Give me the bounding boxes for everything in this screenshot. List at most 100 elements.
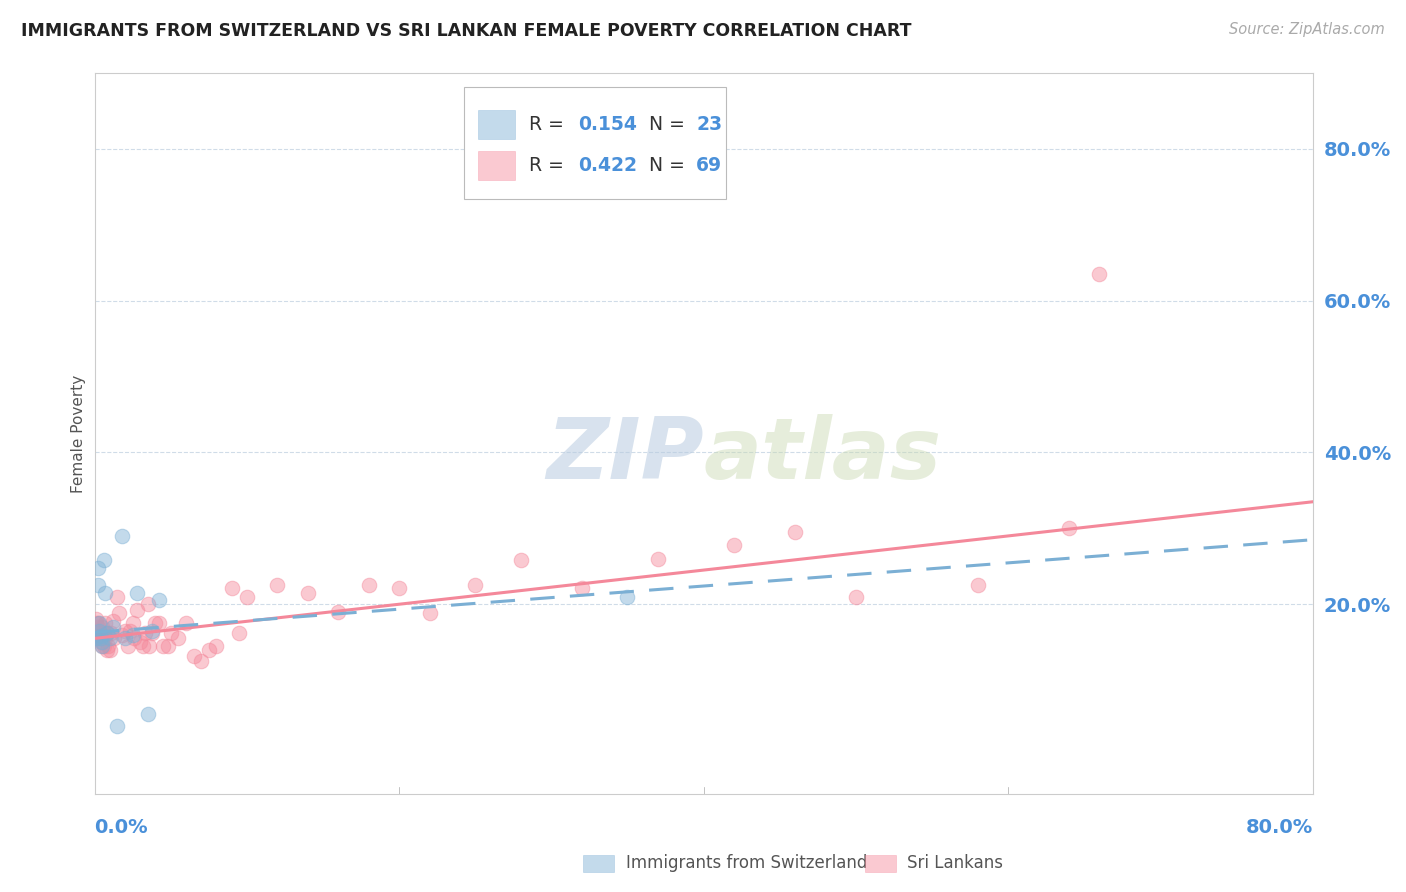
Point bbox=[84, 616, 107, 631]
Point bbox=[94, 632, 117, 646]
Point bbox=[190, 654, 212, 668]
FancyBboxPatch shape bbox=[478, 111, 515, 139]
Point bbox=[84, 624, 107, 638]
Point bbox=[89, 624, 111, 638]
Point bbox=[1088, 267, 1111, 281]
Point bbox=[107, 719, 129, 733]
Point bbox=[90, 627, 112, 641]
Point bbox=[111, 529, 134, 543]
Point bbox=[121, 616, 143, 631]
Point bbox=[114, 632, 136, 646]
Point bbox=[156, 639, 179, 653]
Point bbox=[145, 616, 167, 631]
Point bbox=[86, 620, 108, 634]
Point bbox=[94, 616, 117, 631]
Text: Immigrants from Switzerland: Immigrants from Switzerland bbox=[626, 855, 868, 872]
Text: 0.0%: 0.0% bbox=[94, 818, 148, 837]
Text: N =: N = bbox=[637, 115, 690, 135]
Point bbox=[388, 581, 411, 595]
Text: IMMIGRANTS FROM SWITZERLAND VS SRI LANKAN FEMALE POVERTY CORRELATION CHART: IMMIGRANTS FROM SWITZERLAND VS SRI LANKA… bbox=[21, 22, 911, 40]
Text: 80.0%: 80.0% bbox=[1246, 818, 1313, 837]
Point bbox=[94, 586, 117, 600]
Point bbox=[723, 538, 745, 552]
Point bbox=[419, 607, 441, 621]
Point bbox=[127, 586, 149, 600]
Text: R =: R = bbox=[530, 115, 571, 135]
Point bbox=[86, 616, 108, 631]
Point bbox=[966, 578, 988, 592]
Point bbox=[108, 607, 131, 621]
Point bbox=[121, 627, 143, 641]
Point bbox=[509, 553, 531, 567]
Point bbox=[93, 553, 115, 567]
Point bbox=[571, 581, 593, 595]
Y-axis label: Female Poverty: Female Poverty bbox=[72, 375, 86, 492]
Point bbox=[101, 620, 124, 634]
Point bbox=[90, 629, 112, 643]
Text: 69: 69 bbox=[696, 156, 723, 175]
Point bbox=[783, 525, 806, 540]
Point bbox=[86, 632, 108, 646]
Point bbox=[174, 616, 197, 631]
Point bbox=[141, 626, 163, 640]
Point bbox=[127, 603, 149, 617]
Point bbox=[117, 639, 139, 653]
Point bbox=[266, 578, 288, 592]
Point bbox=[91, 620, 114, 634]
Point bbox=[167, 632, 190, 646]
Point bbox=[91, 639, 114, 653]
Point bbox=[84, 632, 107, 646]
Point bbox=[93, 626, 115, 640]
Point bbox=[111, 627, 134, 641]
Point bbox=[89, 616, 111, 631]
Point bbox=[134, 626, 156, 640]
Point bbox=[129, 635, 152, 649]
Point bbox=[464, 578, 486, 592]
Text: Source: ZipAtlas.com: Source: ZipAtlas.com bbox=[1229, 22, 1385, 37]
Point bbox=[845, 590, 868, 604]
Point bbox=[122, 632, 145, 646]
Point bbox=[328, 605, 350, 619]
Point bbox=[357, 578, 380, 592]
Point bbox=[89, 632, 111, 646]
Point bbox=[90, 635, 112, 649]
Point bbox=[97, 639, 120, 653]
Point bbox=[98, 632, 121, 646]
Point bbox=[91, 639, 114, 653]
Point bbox=[86, 578, 108, 592]
Text: N =: N = bbox=[637, 156, 690, 175]
Point bbox=[1057, 521, 1080, 535]
Point bbox=[91, 635, 114, 649]
Point bbox=[107, 590, 129, 604]
Point bbox=[91, 632, 114, 646]
Point bbox=[136, 707, 159, 722]
Text: R =: R = bbox=[530, 156, 571, 175]
Point bbox=[183, 648, 205, 663]
Point bbox=[100, 626, 122, 640]
Point bbox=[141, 624, 163, 638]
Point bbox=[93, 639, 115, 653]
Text: atlas: atlas bbox=[703, 414, 942, 497]
Point bbox=[132, 639, 155, 653]
Point bbox=[118, 624, 141, 638]
Point bbox=[96, 626, 118, 640]
Point bbox=[86, 561, 108, 575]
Point bbox=[205, 639, 228, 653]
Point bbox=[114, 624, 136, 638]
Point bbox=[98, 642, 121, 657]
Point bbox=[197, 642, 219, 657]
Text: ZIP: ZIP bbox=[546, 414, 703, 497]
Point bbox=[84, 612, 107, 626]
Point bbox=[152, 639, 174, 653]
Point bbox=[136, 597, 159, 611]
Point bbox=[228, 626, 250, 640]
Text: 0.154: 0.154 bbox=[578, 115, 637, 135]
Point bbox=[89, 626, 111, 640]
Text: 23: 23 bbox=[696, 115, 723, 135]
Point bbox=[148, 593, 170, 607]
Point bbox=[236, 590, 259, 604]
Point bbox=[297, 586, 319, 600]
Point bbox=[96, 642, 118, 657]
Text: 0.422: 0.422 bbox=[578, 156, 637, 175]
Text: Sri Lankans: Sri Lankans bbox=[907, 855, 1002, 872]
